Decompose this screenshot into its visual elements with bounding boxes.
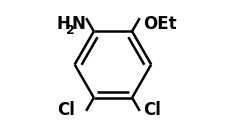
Text: Cl: Cl xyxy=(144,101,161,119)
Text: N: N xyxy=(71,15,85,33)
Text: Cl: Cl xyxy=(57,101,75,119)
Text: 2: 2 xyxy=(66,24,74,37)
Text: OEt: OEt xyxy=(144,15,177,33)
Text: H: H xyxy=(57,15,71,33)
